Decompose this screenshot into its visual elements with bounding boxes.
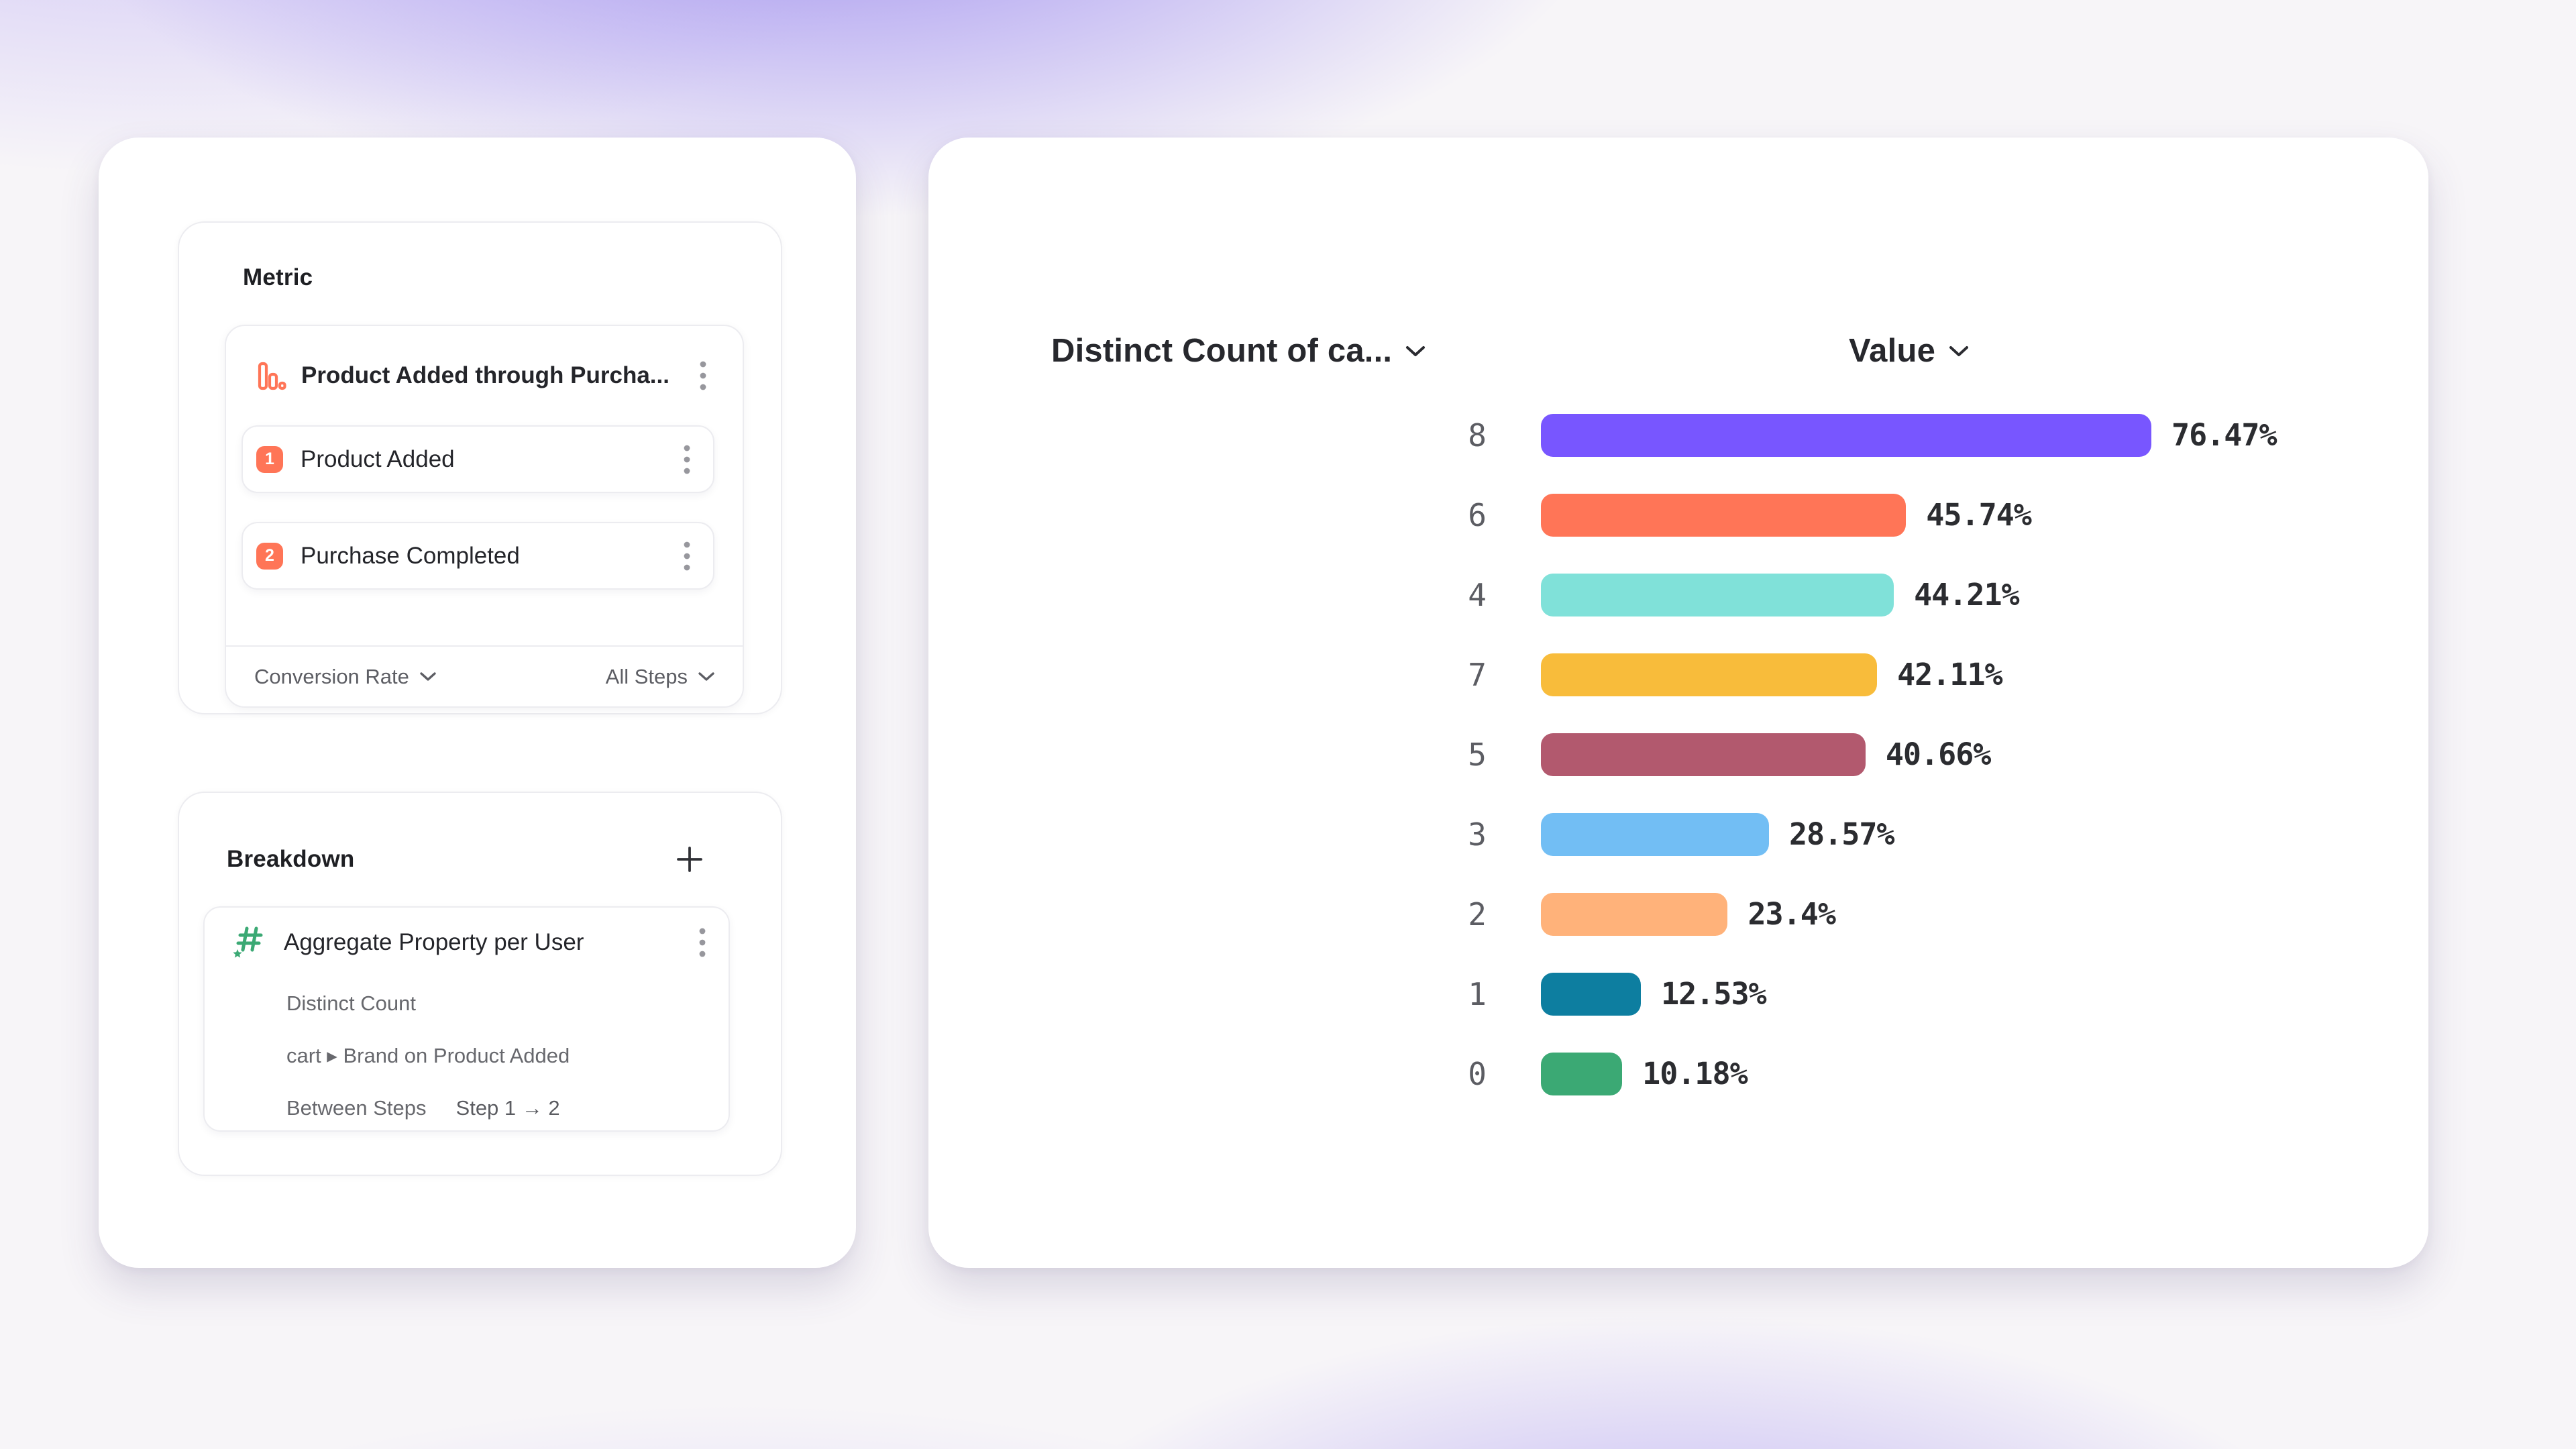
breakdown-property-card[interactable]: Aggregate Property per User Distinct Cou… xyxy=(203,906,730,1132)
chart-value-label: 28.57% xyxy=(1788,816,1895,852)
funnel-metric-card: Product Added through Purcha... 1 Produc… xyxy=(225,325,744,708)
chart-row: 2 23.4% xyxy=(928,874,2428,954)
conversion-rate-label: Conversion Rate xyxy=(254,664,409,688)
step-kebab-menu-icon[interactable] xyxy=(678,439,696,480)
chart-value-label: 23.4% xyxy=(1748,896,1835,932)
property-path-row: cart ▸ Brand on Product Added xyxy=(286,1030,729,1082)
breakdown-column-label: Distinct Count of ca... xyxy=(1051,333,1393,369)
conversion-rate-dropdown[interactable]: Conversion Rate xyxy=(254,665,436,689)
funnel-step-row-2[interactable]: 2 Purchase Completed xyxy=(241,522,714,590)
chart-category-label: 3 xyxy=(1468,816,1487,853)
step-label: Purchase Completed xyxy=(301,542,520,569)
step-kebab-menu-icon[interactable] xyxy=(678,535,696,577)
chevron-down-icon xyxy=(1949,345,1969,357)
all-steps-dropdown[interactable]: All Steps xyxy=(606,665,714,689)
chart-value-label: 12.53% xyxy=(1661,976,1767,1012)
query-builder-panel: Metric Product Added through Purcha... xyxy=(99,138,856,1268)
chart-row: 3 28.57% xyxy=(928,794,2428,874)
funnel-metric-header[interactable]: Product Added through Purcha... xyxy=(226,326,743,425)
value-column-dropdown[interactable]: Value xyxy=(1849,332,1969,370)
breakdown-section: Breakdown Aggregate xyxy=(178,792,782,1176)
metric-section-title: Metric xyxy=(243,264,313,290)
chart-category-label: 4 xyxy=(1468,576,1487,613)
chart-row: 1 12.53% xyxy=(928,954,2428,1034)
chart-bar[interactable] xyxy=(1541,573,1894,616)
step-range-label: Step 1 → 2 xyxy=(455,1096,560,1120)
chart-bar[interactable] xyxy=(1541,733,1866,776)
chart-bar[interactable] xyxy=(1541,493,1907,537)
chart-category-label: 8 xyxy=(1468,417,1487,453)
funnel-step-row-1[interactable]: 1 Product Added xyxy=(241,425,714,493)
breakdown-header: Breakdown xyxy=(179,836,781,883)
chevron-down-icon xyxy=(1405,345,1426,357)
chart-panel: Distinct Count of ca... Value 8 76.47% 6 45… xyxy=(928,138,2428,1268)
breakdown-property-details: Distinct Count cart ▸ Brand on Product A… xyxy=(205,977,729,1134)
funnel-metric-name: Product Added through Purcha... xyxy=(301,362,669,388)
funnel-footer: Conversion Rate All Steps xyxy=(226,645,743,706)
chevron-down-icon xyxy=(698,672,714,682)
chart-value-label: 42.11% xyxy=(1897,657,2003,692)
chart-row: 6 45.74% xyxy=(928,475,2428,555)
plus-icon xyxy=(677,847,702,872)
chart-category-label: 6 xyxy=(1468,496,1487,533)
between-steps-row: Between Steps Step 1 → 2 xyxy=(286,1082,729,1134)
chart-category-label: 0 xyxy=(1468,1055,1487,1092)
chart-row: 0 10.18% xyxy=(928,1034,2428,1114)
breakdown-kebab-menu-icon[interactable] xyxy=(694,922,711,963)
chart-category-label: 7 xyxy=(1468,656,1487,693)
funnel-chart-icon xyxy=(257,361,286,390)
aggregation-type-row: Distinct Count xyxy=(286,977,729,1030)
chart-bar[interactable] xyxy=(1541,972,1642,1016)
chart-bar[interactable] xyxy=(1541,892,1728,936)
all-steps-label: All Steps xyxy=(605,664,688,688)
breakdown-section-title: Breakdown xyxy=(227,846,355,872)
chart-rows: 8 76.47% 6 45.74% 4 44.21% 7 42.11% 5 40.66% 3 28.5… xyxy=(928,395,2428,1114)
chart-value-label: 76.47% xyxy=(2171,417,2277,453)
chart-bar[interactable] xyxy=(1541,812,1769,856)
chart-value-label: 45.74% xyxy=(1926,497,2032,533)
chart-header: Distinct Count of ca... Value xyxy=(928,332,2428,375)
numeric-property-hash-icon xyxy=(233,926,265,959)
step-number-badge: 2 xyxy=(256,542,283,570)
chevron-down-icon xyxy=(420,672,436,682)
funnel-kebab-menu-icon[interactable] xyxy=(694,355,712,396)
property-path-label: cart ▸ Brand on Product Added xyxy=(286,1044,570,1067)
chart-bar[interactable] xyxy=(1541,413,2151,457)
breakdown-column-dropdown[interactable]: Distinct Count of ca... xyxy=(1051,332,1426,370)
metric-section: Metric Product Added through Purcha... xyxy=(178,221,782,714)
breakdown-property-name: Aggregate Property per User xyxy=(284,929,584,955)
chart-category-label: 2 xyxy=(1468,896,1487,932)
aggregation-type-label: Distinct Count xyxy=(286,991,416,1015)
chart-value-label: 10.18% xyxy=(1642,1056,1748,1091)
chart-row: 7 42.11% xyxy=(928,635,2428,714)
chart-row: 4 44.21% xyxy=(928,555,2428,635)
chart-bar[interactable] xyxy=(1541,1052,1623,1095)
breakdown-property-header: Aggregate Property per User xyxy=(205,908,729,977)
chart-category-label: 1 xyxy=(1468,975,1487,1012)
between-steps-label: Between Steps xyxy=(286,1096,427,1120)
step-label: Product Added xyxy=(301,445,455,472)
chart-value-label: 44.21% xyxy=(1914,577,2020,612)
chart-value-label: 40.66% xyxy=(1885,737,1992,772)
chart-row: 5 40.66% xyxy=(928,714,2428,794)
step-number-badge: 1 xyxy=(256,445,283,473)
value-column-label: Value xyxy=(1849,333,1936,369)
chart-category-label: 5 xyxy=(1468,736,1487,773)
chart-row: 8 76.47% xyxy=(928,395,2428,475)
chart-bar[interactable] xyxy=(1541,653,1878,696)
add-breakdown-button[interactable] xyxy=(674,843,706,875)
